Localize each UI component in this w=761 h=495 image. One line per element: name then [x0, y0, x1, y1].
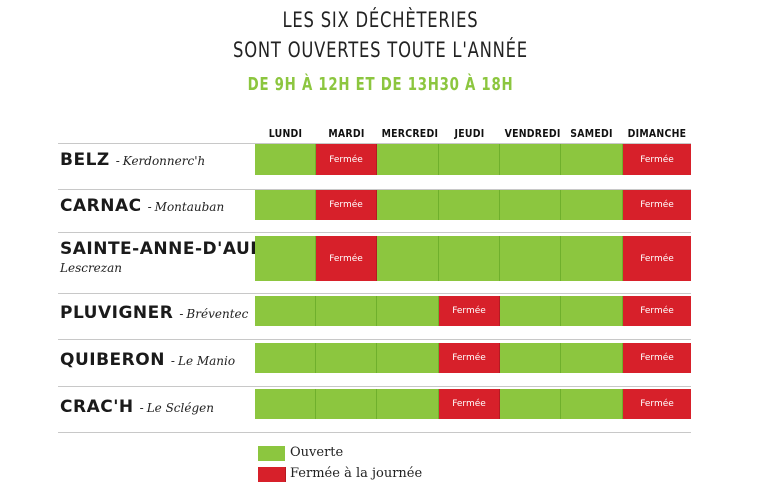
day-header: MERCREDI — [381, 127, 439, 140]
site-name: QUIBERON — [60, 350, 165, 370]
site-label: CARNAC - Montauban — [60, 196, 225, 216]
row-separator — [58, 432, 691, 433]
open-day-cell — [500, 190, 561, 220]
open-day-cell — [255, 236, 316, 281]
row-separator — [58, 293, 691, 294]
open-day-cell — [561, 343, 623, 373]
site-label: PLUVIGNER - Bréventec — [60, 303, 249, 323]
open-day-cell — [316, 296, 377, 326]
open-day-cell — [561, 144, 623, 175]
open-day-cell — [500, 389, 561, 419]
schedule-row: Fermée Fermée — [255, 144, 691, 175]
schedule-row: Fermée Fermée — [255, 236, 691, 281]
open-day-cell — [500, 296, 561, 326]
site-name: CRAC'H — [60, 397, 134, 417]
closed-day-cell: Fermée — [623, 389, 691, 419]
open-day-cell — [439, 144, 500, 175]
open-day-cell — [561, 236, 623, 281]
site-name: CARNAC — [60, 196, 142, 216]
site-name: PLUVIGNER — [60, 303, 174, 323]
day-header: SAMEDI — [570, 127, 613, 140]
closed-day-cell: Fermée — [316, 236, 377, 281]
open-day-cell — [561, 296, 623, 326]
closed-day-cell: Fermée — [623, 190, 691, 220]
site-location: Lescrezan — [60, 261, 122, 275]
open-day-cell — [500, 236, 561, 281]
open-day-cell — [561, 389, 623, 419]
site-location: Bréventec — [186, 307, 249, 321]
title-line-2: SONT OUVERTES TOUTE L'ANNÉE — [233, 38, 528, 62]
closed-day-cell: Fermée — [623, 343, 691, 373]
legend-open-swatch — [258, 446, 285, 461]
open-day-cell — [377, 144, 439, 175]
legend-closed-label: Fermée à la journée — [290, 466, 423, 481]
site-location: Le Manio — [177, 354, 236, 368]
schedule-row: Fermée Fermée — [255, 190, 691, 220]
row-separator — [58, 386, 691, 387]
open-day-cell — [500, 343, 561, 373]
site-label: CRAC'H - Le Sclégen — [60, 397, 214, 417]
opening-hours: DE 9H À 12H ET DE 13H30 À 18H — [247, 74, 514, 95]
day-header: VENDREDI — [504, 127, 561, 140]
open-day-cell — [439, 190, 500, 220]
open-day-cell — [561, 190, 623, 220]
closed-day-cell: Fermée — [439, 343, 500, 373]
day-header: MARDI — [328, 127, 365, 140]
open-day-cell — [500, 144, 561, 175]
open-day-cell — [377, 236, 439, 281]
schedule-row: Fermée Fermée — [255, 296, 691, 326]
site-location: Le Sclégen — [146, 401, 214, 415]
day-header: DIMANCHE — [627, 127, 687, 140]
closed-day-cell: Fermée — [439, 389, 500, 419]
open-day-cell — [255, 144, 316, 175]
closed-day-cell: Fermée — [316, 144, 377, 175]
row-separator — [58, 189, 691, 190]
legend-open-label: Ouverte — [290, 445, 344, 460]
site-name: SAINTE-ANNE-D'AURAY — [60, 239, 289, 259]
open-day-cell — [377, 343, 439, 373]
open-day-cell — [377, 389, 439, 419]
row-separator — [58, 232, 691, 233]
title-line-1: LES SIX DÉCHÈTERIES — [282, 8, 479, 32]
open-day-cell — [255, 343, 316, 373]
open-day-cell — [316, 389, 377, 419]
site-label: BELZ - Kerdonnerc'h — [60, 150, 206, 170]
closed-day-cell: Fermée — [316, 190, 377, 220]
schedule-row: Fermée Fermée — [255, 389, 691, 419]
open-day-cell — [377, 296, 439, 326]
legend-closed-swatch — [258, 467, 286, 482]
row-separator — [58, 339, 691, 340]
closed-day-cell: Fermée — [623, 236, 691, 281]
day-header: LUNDI — [268, 127, 303, 140]
site-location: Kerdonnerc'h — [122, 154, 206, 168]
site-location: Montauban — [154, 200, 225, 214]
site-label: SAINTE-ANNE-D'AURAY Lescrezan — [60, 239, 289, 275]
closed-day-cell: Fermée — [623, 296, 691, 326]
open-day-cell — [439, 236, 500, 281]
open-day-cell — [377, 190, 439, 220]
closed-day-cell: Fermée — [439, 296, 500, 326]
closed-day-cell: Fermée — [623, 144, 691, 175]
site-name: BELZ — [60, 150, 110, 170]
site-label: QUIBERON - Le Manio — [60, 350, 236, 370]
open-day-cell — [255, 389, 316, 419]
open-day-cell — [316, 343, 377, 373]
open-day-cell — [255, 190, 316, 220]
row-separator — [58, 143, 691, 144]
day-header: JEUDI — [454, 127, 485, 140]
schedule-row: Fermée Fermée — [255, 343, 691, 373]
open-day-cell — [255, 296, 316, 326]
